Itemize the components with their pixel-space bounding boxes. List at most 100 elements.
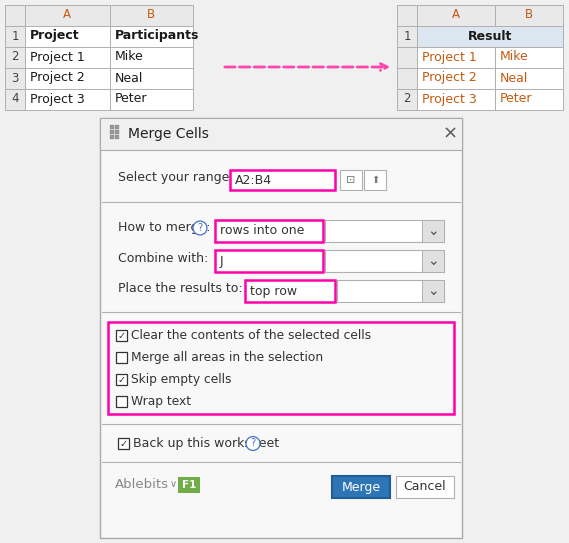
Text: Project 1: Project 1	[30, 50, 85, 64]
Text: ✓: ✓	[117, 331, 126, 340]
Bar	[115, 135, 119, 139]
Text: Peter: Peter	[115, 92, 147, 105]
Bar	[115, 130, 119, 134]
Bar	[5, 47, 25, 68]
Text: Select your range:: Select your range:	[118, 172, 234, 185]
Bar	[215, 250, 323, 272]
Bar	[417, 68, 495, 89]
Bar	[110, 89, 193, 110]
Text: Back up this worksheet: Back up this worksheet	[133, 437, 279, 450]
Text: How to merge:: How to merge:	[118, 222, 211, 235]
Bar	[417, 89, 495, 110]
Bar	[325, 250, 444, 272]
Text: Merge: Merge	[341, 481, 381, 494]
Text: Mike: Mike	[500, 50, 529, 64]
Bar	[178, 477, 200, 493]
Bar	[100, 118, 462, 538]
Bar	[495, 47, 563, 68]
Bar	[5, 26, 25, 47]
Text: ×: ×	[443, 125, 457, 143]
Text: Cancel: Cancel	[403, 481, 446, 494]
Text: F1: F1	[182, 480, 196, 490]
Text: 4: 4	[11, 92, 19, 105]
Text: 3: 3	[11, 72, 19, 85]
Text: ✓: ✓	[119, 439, 127, 449]
Bar	[5, 89, 25, 110]
Bar	[397, 47, 417, 68]
Bar	[100, 118, 462, 150]
Text: ∨: ∨	[170, 479, 177, 489]
Bar	[108, 322, 454, 414]
Bar	[110, 5, 193, 26]
Bar	[110, 130, 114, 134]
Bar	[397, 68, 417, 89]
Bar	[215, 220, 323, 242]
Text: Place the results to:: Place the results to:	[118, 281, 242, 294]
Text: J: J	[220, 255, 224, 268]
Text: ✓: ✓	[117, 375, 126, 384]
Text: Combine with:: Combine with:	[118, 251, 208, 264]
Bar	[495, 89, 563, 110]
Text: Mike: Mike	[115, 50, 144, 64]
Bar	[110, 68, 193, 89]
Bar	[495, 5, 563, 26]
Text: Project 3: Project 3	[422, 92, 477, 105]
Bar	[5, 68, 25, 89]
Text: Ablebits: Ablebits	[115, 477, 169, 490]
Text: B: B	[525, 9, 533, 22]
Bar	[5, 5, 25, 26]
Text: A2:B4: A2:B4	[235, 174, 272, 186]
Bar	[396, 476, 454, 498]
Bar	[245, 280, 335, 302]
Bar	[110, 26, 193, 47]
Bar	[417, 26, 563, 47]
Text: top row: top row	[250, 285, 297, 298]
Bar	[25, 89, 110, 110]
Text: Project 1: Project 1	[422, 50, 477, 64]
Text: 1: 1	[403, 29, 411, 42]
Bar	[495, 68, 563, 89]
Text: ⌄: ⌄	[427, 284, 439, 298]
Text: Clear the contents of the selected cells: Clear the contents of the selected cells	[131, 329, 371, 342]
Text: Project 3: Project 3	[30, 92, 85, 105]
Bar	[417, 47, 495, 68]
Text: Merge Cells: Merge Cells	[128, 127, 209, 141]
Text: ⊡: ⊡	[347, 175, 356, 185]
Bar	[25, 5, 110, 26]
Text: Merge all areas in the selection: Merge all areas in the selection	[131, 351, 323, 364]
Text: 2: 2	[403, 92, 411, 105]
Text: Result: Result	[468, 29, 512, 42]
Text: Neal: Neal	[115, 72, 143, 85]
Text: ⬆: ⬆	[371, 175, 379, 185]
Bar	[422, 250, 444, 272]
Text: A: A	[452, 9, 460, 22]
Text: 1: 1	[11, 29, 19, 42]
Text: 2: 2	[11, 50, 19, 64]
Bar	[397, 26, 417, 47]
Text: Project 2: Project 2	[30, 72, 85, 85]
Bar	[230, 170, 335, 190]
Bar	[25, 68, 110, 89]
Text: ?: ?	[197, 223, 203, 233]
Bar	[337, 280, 444, 302]
Text: ⌄: ⌄	[427, 254, 439, 268]
Text: Neal: Neal	[500, 72, 529, 85]
Bar	[397, 5, 417, 26]
Bar	[417, 5, 495, 26]
Text: Project: Project	[30, 29, 80, 42]
Text: Participants: Participants	[115, 29, 199, 42]
Bar	[116, 330, 127, 341]
Bar	[110, 125, 114, 129]
Bar	[118, 438, 129, 449]
Bar	[116, 396, 127, 407]
Text: B: B	[147, 9, 155, 22]
Bar	[422, 220, 444, 242]
Text: ⌄: ⌄	[427, 224, 439, 238]
Text: A: A	[63, 9, 71, 22]
Bar	[115, 125, 119, 129]
Bar	[25, 26, 110, 47]
Bar	[116, 374, 127, 385]
Bar	[422, 280, 444, 302]
Text: Wrap text: Wrap text	[131, 395, 191, 408]
Text: ?: ?	[250, 439, 255, 449]
